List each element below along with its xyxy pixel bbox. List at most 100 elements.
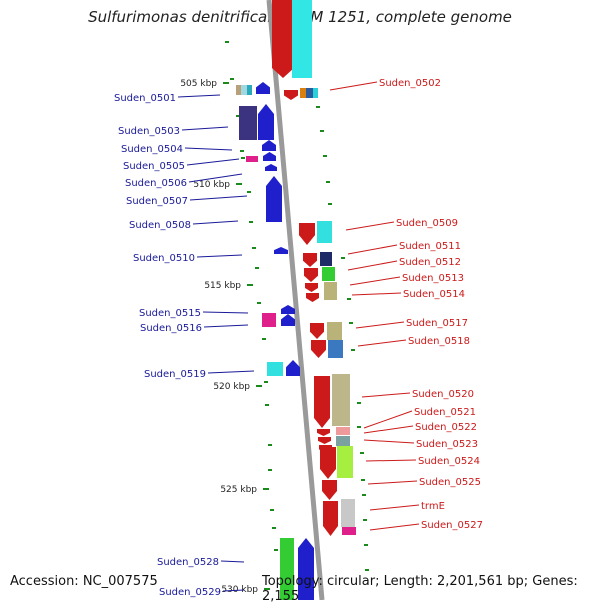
leader-line bbox=[188, 173, 243, 183]
gene-arrow-forward bbox=[258, 104, 274, 140]
gene-label-suden-0514: Suden_0514 bbox=[403, 289, 465, 300]
gene-arrow-reverse bbox=[311, 340, 326, 358]
leader-line bbox=[363, 439, 415, 444]
gene-block bbox=[337, 446, 353, 478]
gene-arrow-forward bbox=[281, 314, 295, 326]
gene-label-suden-0511: Suden_0511 bbox=[399, 241, 461, 252]
gene-label-suden-0513: Suden_0513 bbox=[402, 273, 464, 284]
gene-block bbox=[341, 499, 355, 527]
gene-arrow-reverse bbox=[314, 376, 330, 428]
gene-label-suden-0521: Suden_0521 bbox=[414, 407, 476, 418]
leader-line bbox=[189, 195, 248, 201]
gene-arrow-reverse bbox=[303, 253, 317, 267]
leader-line bbox=[369, 523, 420, 531]
gene-label-suden-0528: Suden_0528 bbox=[157, 557, 219, 568]
gene-label-suden-0525: Suden_0525 bbox=[419, 477, 481, 488]
leader-line bbox=[367, 480, 418, 485]
gene-block bbox=[262, 313, 276, 327]
gene-arrow-reverse bbox=[317, 429, 330, 436]
gene-block bbox=[241, 85, 247, 95]
leader-line bbox=[363, 410, 413, 429]
gene-label-suden-0527: Suden_0527 bbox=[421, 520, 483, 531]
gene-label-suden-0505: Suden_0505 bbox=[123, 161, 185, 172]
ruler-label: 520 kbp bbox=[213, 382, 250, 392]
gene-arrow-reverse bbox=[320, 447, 336, 479]
gene-label-suden-0507: Suden_0507 bbox=[126, 196, 188, 207]
leader-line bbox=[186, 158, 240, 166]
gene-block bbox=[320, 252, 332, 266]
leader-line bbox=[329, 81, 378, 91]
ruler-label: 505 kbp bbox=[180, 79, 217, 89]
gene-block bbox=[280, 538, 294, 600]
leader-line bbox=[177, 94, 221, 98]
leader-line bbox=[192, 220, 239, 225]
leader-line bbox=[361, 392, 411, 398]
gene-label-suden-0504: Suden_0504 bbox=[121, 144, 183, 155]
leader-line bbox=[222, 589, 245, 592]
leader-line bbox=[202, 311, 249, 314]
gene-arrow-forward bbox=[265, 164, 277, 171]
gene-arrow-forward bbox=[274, 247, 288, 254]
gene-arrow-forward bbox=[263, 152, 276, 161]
leader-line bbox=[203, 324, 249, 328]
gene-label-suden-0520: Suden_0520 bbox=[412, 389, 474, 400]
gene-block bbox=[236, 85, 241, 95]
leader-line bbox=[351, 292, 402, 296]
leader-line bbox=[357, 339, 407, 347]
gene-arrow-forward bbox=[266, 176, 282, 222]
gene-block bbox=[322, 267, 335, 281]
gene-arrow-reverse bbox=[318, 437, 331, 444]
leader-line bbox=[207, 370, 255, 374]
gene-label-suden-0523: Suden_0523 bbox=[416, 439, 478, 450]
gene-arrow-reverse bbox=[306, 293, 319, 302]
gene-label-suden-0515: Suden_0515 bbox=[139, 308, 201, 319]
gene-block bbox=[239, 106, 257, 140]
gene-block bbox=[336, 427, 350, 435]
gene-block bbox=[317, 221, 332, 243]
gene-label-suden-0512: Suden_0512 bbox=[399, 257, 461, 268]
leader-line bbox=[349, 276, 401, 286]
gene-block bbox=[328, 340, 343, 358]
gene-block bbox=[306, 88, 313, 98]
leader-line bbox=[355, 321, 405, 329]
leader-line bbox=[184, 147, 233, 151]
gene-block bbox=[313, 88, 318, 98]
ruler-label: 525 kbp bbox=[220, 485, 257, 495]
ruler-label: 515 kbp bbox=[204, 281, 241, 291]
gene-label-suden-0510: Suden_0510 bbox=[133, 253, 195, 264]
gene-label-trme: trmE bbox=[421, 501, 445, 512]
gene-block bbox=[267, 362, 283, 376]
gene-label-suden-0502: Suden_0502 bbox=[379, 78, 441, 89]
gene-block bbox=[246, 156, 258, 162]
gene-label-suden-0522: Suden_0522 bbox=[415, 422, 477, 433]
gene-label-suden-0524: Suden_0524 bbox=[418, 456, 480, 467]
gene-label-suden-0529: Suden_0529 bbox=[159, 587, 221, 598]
gene-block bbox=[292, 0, 312, 78]
gene-label-suden-0519: Suden_0519 bbox=[144, 369, 206, 380]
gene-label-suden-0516: Suden_0516 bbox=[140, 323, 202, 334]
leader-line bbox=[181, 126, 229, 131]
gene-arrow-reverse bbox=[322, 480, 337, 500]
ruler-label: 510 kbp bbox=[193, 180, 230, 190]
leader-line bbox=[365, 459, 417, 462]
gene-label-suden-0509: Suden_0509 bbox=[396, 218, 458, 229]
gene-arrow-reverse bbox=[310, 323, 324, 339]
gene-label-suden-0506: Suden_0506 bbox=[125, 178, 187, 189]
gene-arrow-forward bbox=[281, 305, 295, 314]
genome-backbone bbox=[266, 0, 325, 600]
leader-line bbox=[347, 244, 398, 255]
accession-text: Accession: NC_007575 bbox=[10, 574, 158, 589]
leader-line bbox=[347, 260, 398, 271]
gene-arrow-forward bbox=[286, 360, 300, 376]
gene-label-suden-0503: Suden_0503 bbox=[118, 126, 180, 137]
gene-block bbox=[332, 374, 350, 426]
gene-block bbox=[327, 322, 342, 340]
gene-block bbox=[342, 527, 356, 535]
gene-arrow-forward bbox=[256, 82, 270, 94]
gene-arrow-reverse bbox=[299, 223, 315, 245]
leader-line bbox=[363, 425, 414, 434]
leader-line bbox=[345, 221, 395, 231]
gene-block bbox=[247, 85, 252, 95]
gene-label-suden-0508: Suden_0508 bbox=[129, 220, 191, 231]
